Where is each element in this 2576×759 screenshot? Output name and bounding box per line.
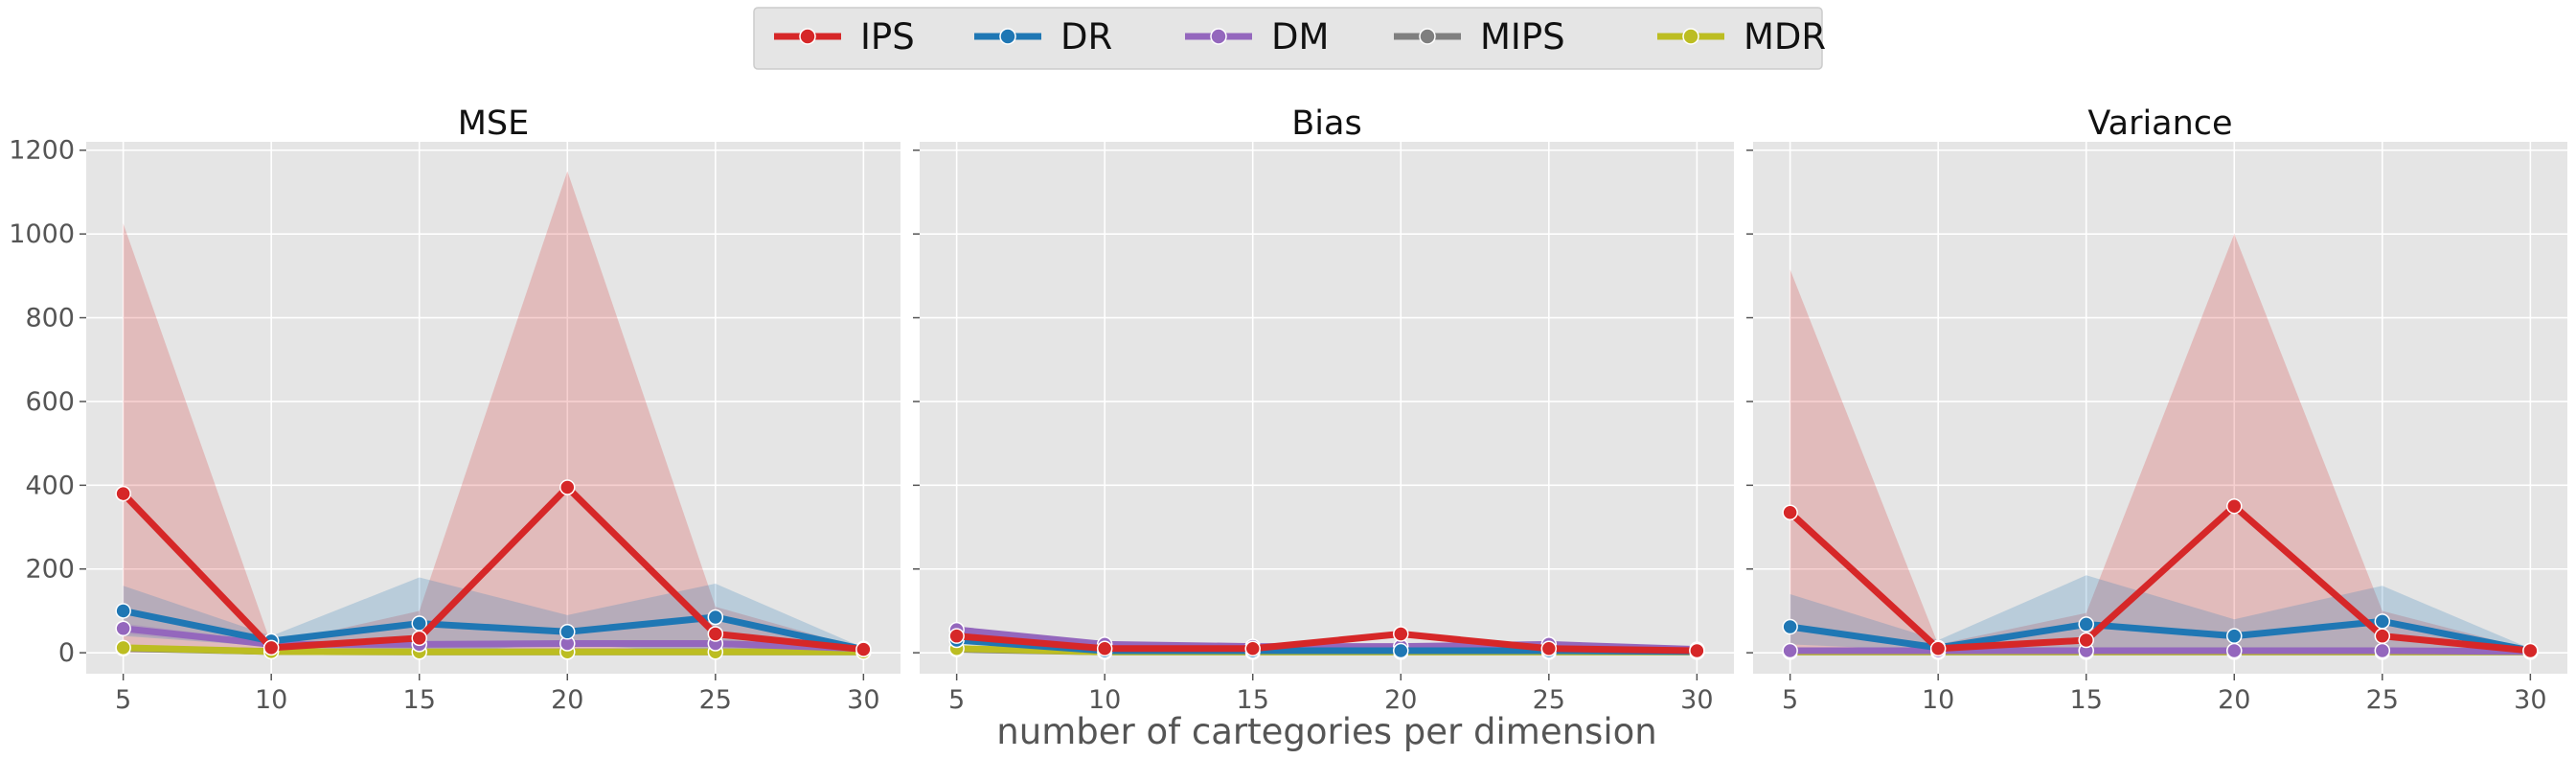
point-ips [1244, 640, 1261, 657]
plot-area [1753, 142, 2567, 674]
point-ips [262, 639, 280, 656]
x-tick-label: 15 [2070, 685, 2103, 715]
legend-item: DR [974, 16, 1112, 58]
x-tick-label: 20 [551, 685, 583, 715]
panels: MSE 5 10 15 20 25 30 0 200 400 600 800 1000 1200 Bias 5… [9, 104, 2567, 715]
x-tick-label: 5 [948, 685, 965, 715]
legend-item: MIPS [1394, 16, 1565, 58]
legend-item: MDR [1657, 16, 1826, 58]
legend-label: IPS [860, 16, 915, 58]
x-tick-label: 10 [1922, 685, 1954, 715]
x-tick-label: 25 [699, 685, 732, 715]
point-ips [115, 485, 131, 502]
x-tick-label: 20 [2218, 685, 2250, 715]
series-line-dm [953, 626, 1700, 654]
point-ips [707, 626, 724, 642]
point-ips [1393, 626, 1409, 642]
panel-title: MSE [458, 104, 530, 143]
legend-frame [753, 7, 1823, 70]
x-tick-label: 30 [847, 685, 879, 715]
point-mdr [115, 639, 131, 656]
point-dr [1393, 642, 1409, 659]
y-tick-label: 200 [25, 555, 75, 585]
panel-title: Bias [1291, 104, 1361, 143]
x-tick-label: 15 [1237, 685, 1269, 715]
panel-mse: MSE 5 10 15 20 25 30 0 200 400 600 800 1000 1200 [9, 104, 900, 715]
series-line-dr [120, 607, 867, 654]
legend-label: DR [1060, 16, 1112, 58]
y-tick-label: 1200 [9, 136, 75, 166]
series-line-ips [120, 484, 867, 654]
panel-bias: Bias 5 10 15 20 25 30 [913, 104, 1734, 715]
x-tick-label: 5 [1782, 685, 1798, 715]
point-dm [115, 620, 131, 637]
point-ips [2374, 628, 2391, 644]
x-tick-label: 5 [115, 685, 131, 715]
point-ips [411, 630, 427, 647]
band-dr [1790, 575, 2531, 654]
legend-marker [799, 28, 816, 45]
point-dr [707, 609, 724, 626]
x-tick-label: 10 [255, 685, 287, 715]
x-tick-label: 25 [2366, 685, 2399, 715]
y-tick-label: 0 [58, 638, 75, 668]
legend-item: DM [1185, 16, 1329, 58]
point-dr [2374, 613, 2391, 630]
point-ips [1096, 640, 1113, 657]
point-ips [559, 479, 576, 495]
point-ips [2078, 632, 2094, 649]
x-tick-label: 30 [1680, 685, 1713, 715]
legend-marker [999, 28, 1016, 45]
point-dm [2226, 642, 2243, 659]
x-tick-label: 15 [403, 685, 436, 715]
point-ips [1929, 640, 1947, 657]
legend-label: MDR [1744, 16, 1826, 58]
x-tick-label: 25 [1533, 685, 1565, 715]
x-axis-label: number of cartegories per dimension [996, 711, 1656, 752]
series-line-ips [1787, 502, 2534, 655]
x-tick-label: 10 [1088, 685, 1121, 715]
series-line-dm [120, 625, 867, 653]
point-ips [1540, 640, 1558, 657]
legend-label: MIPS [1480, 16, 1565, 58]
point-ips [2226, 497, 2243, 515]
y-tick-label: 400 [25, 471, 75, 500]
series-line-dr [1787, 617, 2534, 655]
point-ips [1782, 504, 1798, 521]
x-tick-label: 30 [2514, 685, 2546, 715]
y-tick-label: 800 [25, 304, 75, 334]
point-dr [2078, 616, 2094, 632]
point-dm [2374, 642, 2391, 659]
series-line-mdr [120, 644, 867, 656]
series-line-ips [953, 630, 1700, 655]
y-tick-label: 1000 [9, 219, 75, 249]
plot-area [86, 142, 900, 674]
legend-marker [1682, 28, 1699, 45]
point-dr [115, 603, 131, 619]
panel-title: Variance [2087, 104, 2232, 143]
x-tick-label: 20 [1384, 685, 1417, 715]
point-ips [948, 628, 965, 644]
point-dr [559, 624, 576, 640]
y-tick-label: 600 [25, 387, 75, 417]
legend-marker [1210, 28, 1227, 45]
legend: IPS DR DM MIPS MDR [753, 7, 1826, 70]
series-line-dm [1787, 647, 2534, 656]
point-ips [2522, 642, 2539, 659]
point-ips [1689, 642, 1705, 659]
legend-item: IPS [774, 16, 915, 58]
legend-marker [1419, 28, 1436, 45]
band-ips [1790, 234, 2531, 654]
point-dr [1782, 618, 1798, 635]
band-ips [123, 171, 864, 654]
point-ips [855, 641, 872, 657]
plot-area [920, 142, 1734, 674]
legend-label: DM [1271, 16, 1329, 58]
panel-variance: Variance 5 10 15 20 25 30 [1746, 104, 2567, 715]
point-dr [2226, 628, 2243, 644]
point-dm [1782, 642, 1798, 659]
